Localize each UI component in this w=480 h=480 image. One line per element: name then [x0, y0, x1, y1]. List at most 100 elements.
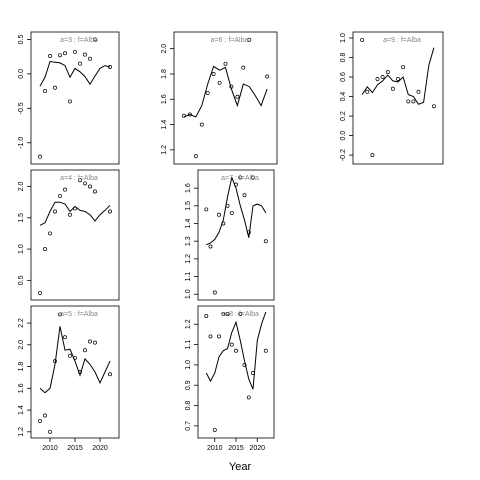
observed-point: [73, 355, 77, 360]
observed-point: [204, 314, 209, 319]
observed-point: [93, 340, 97, 345]
observed-point: [411, 99, 416, 104]
observed-point: [83, 52, 87, 57]
observed-point: [83, 181, 87, 186]
panel: 1.2 1.4 1.6 1.8 2.0 a=6 : f=Alba: [161, 31, 278, 165]
observed-point: [88, 56, 92, 61]
panel-label: a=3 : f=Alba: [60, 37, 98, 44]
observed-point: [78, 61, 82, 66]
x-tick-label: 2020: [92, 445, 108, 452]
observed-point: [208, 244, 213, 249]
observed-point: [225, 203, 230, 208]
panel: -1.0 -0.5 0.0 0.5 a=3 : f=Alba: [18, 31, 120, 165]
panel-label: a=6 : f=Alba: [211, 37, 249, 44]
panel-label: a=9 : f=Alba: [383, 37, 421, 44]
observed-point: [396, 77, 400, 81]
observed-point: [88, 339, 92, 344]
observed-point: [229, 342, 234, 347]
observed-point: [199, 122, 204, 127]
observed-point: [53, 85, 57, 90]
fitted-line: [39, 201, 111, 226]
x-tick-label: 2010: [42, 445, 58, 452]
observed-point: [68, 99, 72, 104]
observed-point: [242, 362, 247, 367]
y-tick-label: 1.5: [18, 213, 25, 223]
observed-point: [83, 348, 87, 353]
y-tick-label: 1.4: [161, 120, 168, 130]
observed-point: [263, 239, 268, 244]
observed-point: [43, 247, 47, 252]
observed-point: [251, 175, 255, 180]
observed-point: [390, 86, 395, 91]
fitted-line: [39, 326, 111, 394]
panel: 0.7 0.8 0.9 1.0 1.1 1.2 2010 2015 2020 a=8 : f=Al…: [185, 305, 275, 452]
observed-point: [235, 94, 240, 99]
observed-point: [401, 65, 406, 70]
plot-frame: [197, 305, 275, 439]
fitted-line: [205, 311, 267, 390]
observed-point: [93, 189, 97, 194]
observed-point: [211, 72, 216, 76]
y-tick-label: 0.5: [18, 34, 25, 44]
plot-frame: [30, 305, 120, 439]
x-axis-label: Year: [229, 461, 252, 473]
fitted-line: [206, 175, 267, 246]
y-tick-label: 1.6: [185, 183, 192, 193]
observed-point: [360, 37, 365, 42]
observed-point: [93, 37, 97, 42]
observed-point: [234, 348, 238, 353]
observed-point: [221, 312, 226, 317]
observed-point: [229, 210, 234, 215]
observed-point: [187, 112, 192, 117]
y-tick-label: 1.8: [18, 362, 25, 372]
observed-point: [217, 80, 222, 85]
observed-point: [217, 334, 221, 339]
observed-point: [263, 348, 268, 353]
x-tick-label: 2020: [249, 445, 265, 452]
observed-point: [246, 395, 251, 400]
observed-point: [431, 104, 436, 109]
observed-point: [58, 193, 62, 198]
x-tick-label: 2010: [207, 445, 223, 452]
x-tick-label: 2015: [228, 445, 244, 452]
x-tick-label: 2015: [67, 445, 83, 452]
observed-point: [251, 371, 255, 375]
fitted-line: [361, 47, 435, 105]
observed-point: [63, 335, 67, 340]
observed-point: [48, 429, 52, 434]
plot-frame: [30, 31, 120, 165]
observed-point: [73, 206, 77, 211]
observed-point: [246, 230, 251, 235]
observed-point: [223, 61, 228, 66]
observed-point: [217, 212, 221, 217]
fitted-line: [39, 60, 111, 87]
observed-point: [265, 74, 270, 79]
observed-point: [181, 113, 186, 118]
y-tick-label: 0.5: [18, 275, 25, 285]
y-tick-label: 0.6: [340, 72, 347, 82]
observed-point: [108, 209, 112, 214]
y-tick-label: 2.0: [18, 340, 25, 350]
observed-point: [58, 53, 62, 58]
y-tick-label: 2.2: [18, 318, 25, 328]
panel: -0.2 0.0 0.2 0.4 0.6 0.8 1.0 a=9 : f=Alba: [340, 31, 444, 165]
panel-label: a=8 : f=Alba: [221, 311, 259, 318]
observed-point: [380, 75, 385, 79]
observed-point: [208, 334, 213, 339]
panel: 0.5 1.0 1.5 2.0 a=4 : f=Alba: [18, 169, 120, 301]
observed-point: [365, 89, 370, 94]
observed-point: [68, 212, 72, 217]
y-tick-label: -0.2: [340, 149, 347, 161]
y-tick-label: 1.1: [185, 272, 192, 282]
observed-point: [78, 178, 82, 183]
panel-label: a=5 : f=Alba: [60, 311, 98, 318]
y-tick-label: 1.2: [185, 254, 192, 264]
observed-point: [78, 370, 82, 374]
observed-point: [68, 353, 72, 358]
y-tick-label: 1.3: [185, 236, 192, 246]
observed-point: [193, 154, 198, 159]
observed-point: [221, 221, 226, 226]
y-tick-label: 1.4: [18, 405, 25, 415]
observed-point: [88, 184, 92, 189]
